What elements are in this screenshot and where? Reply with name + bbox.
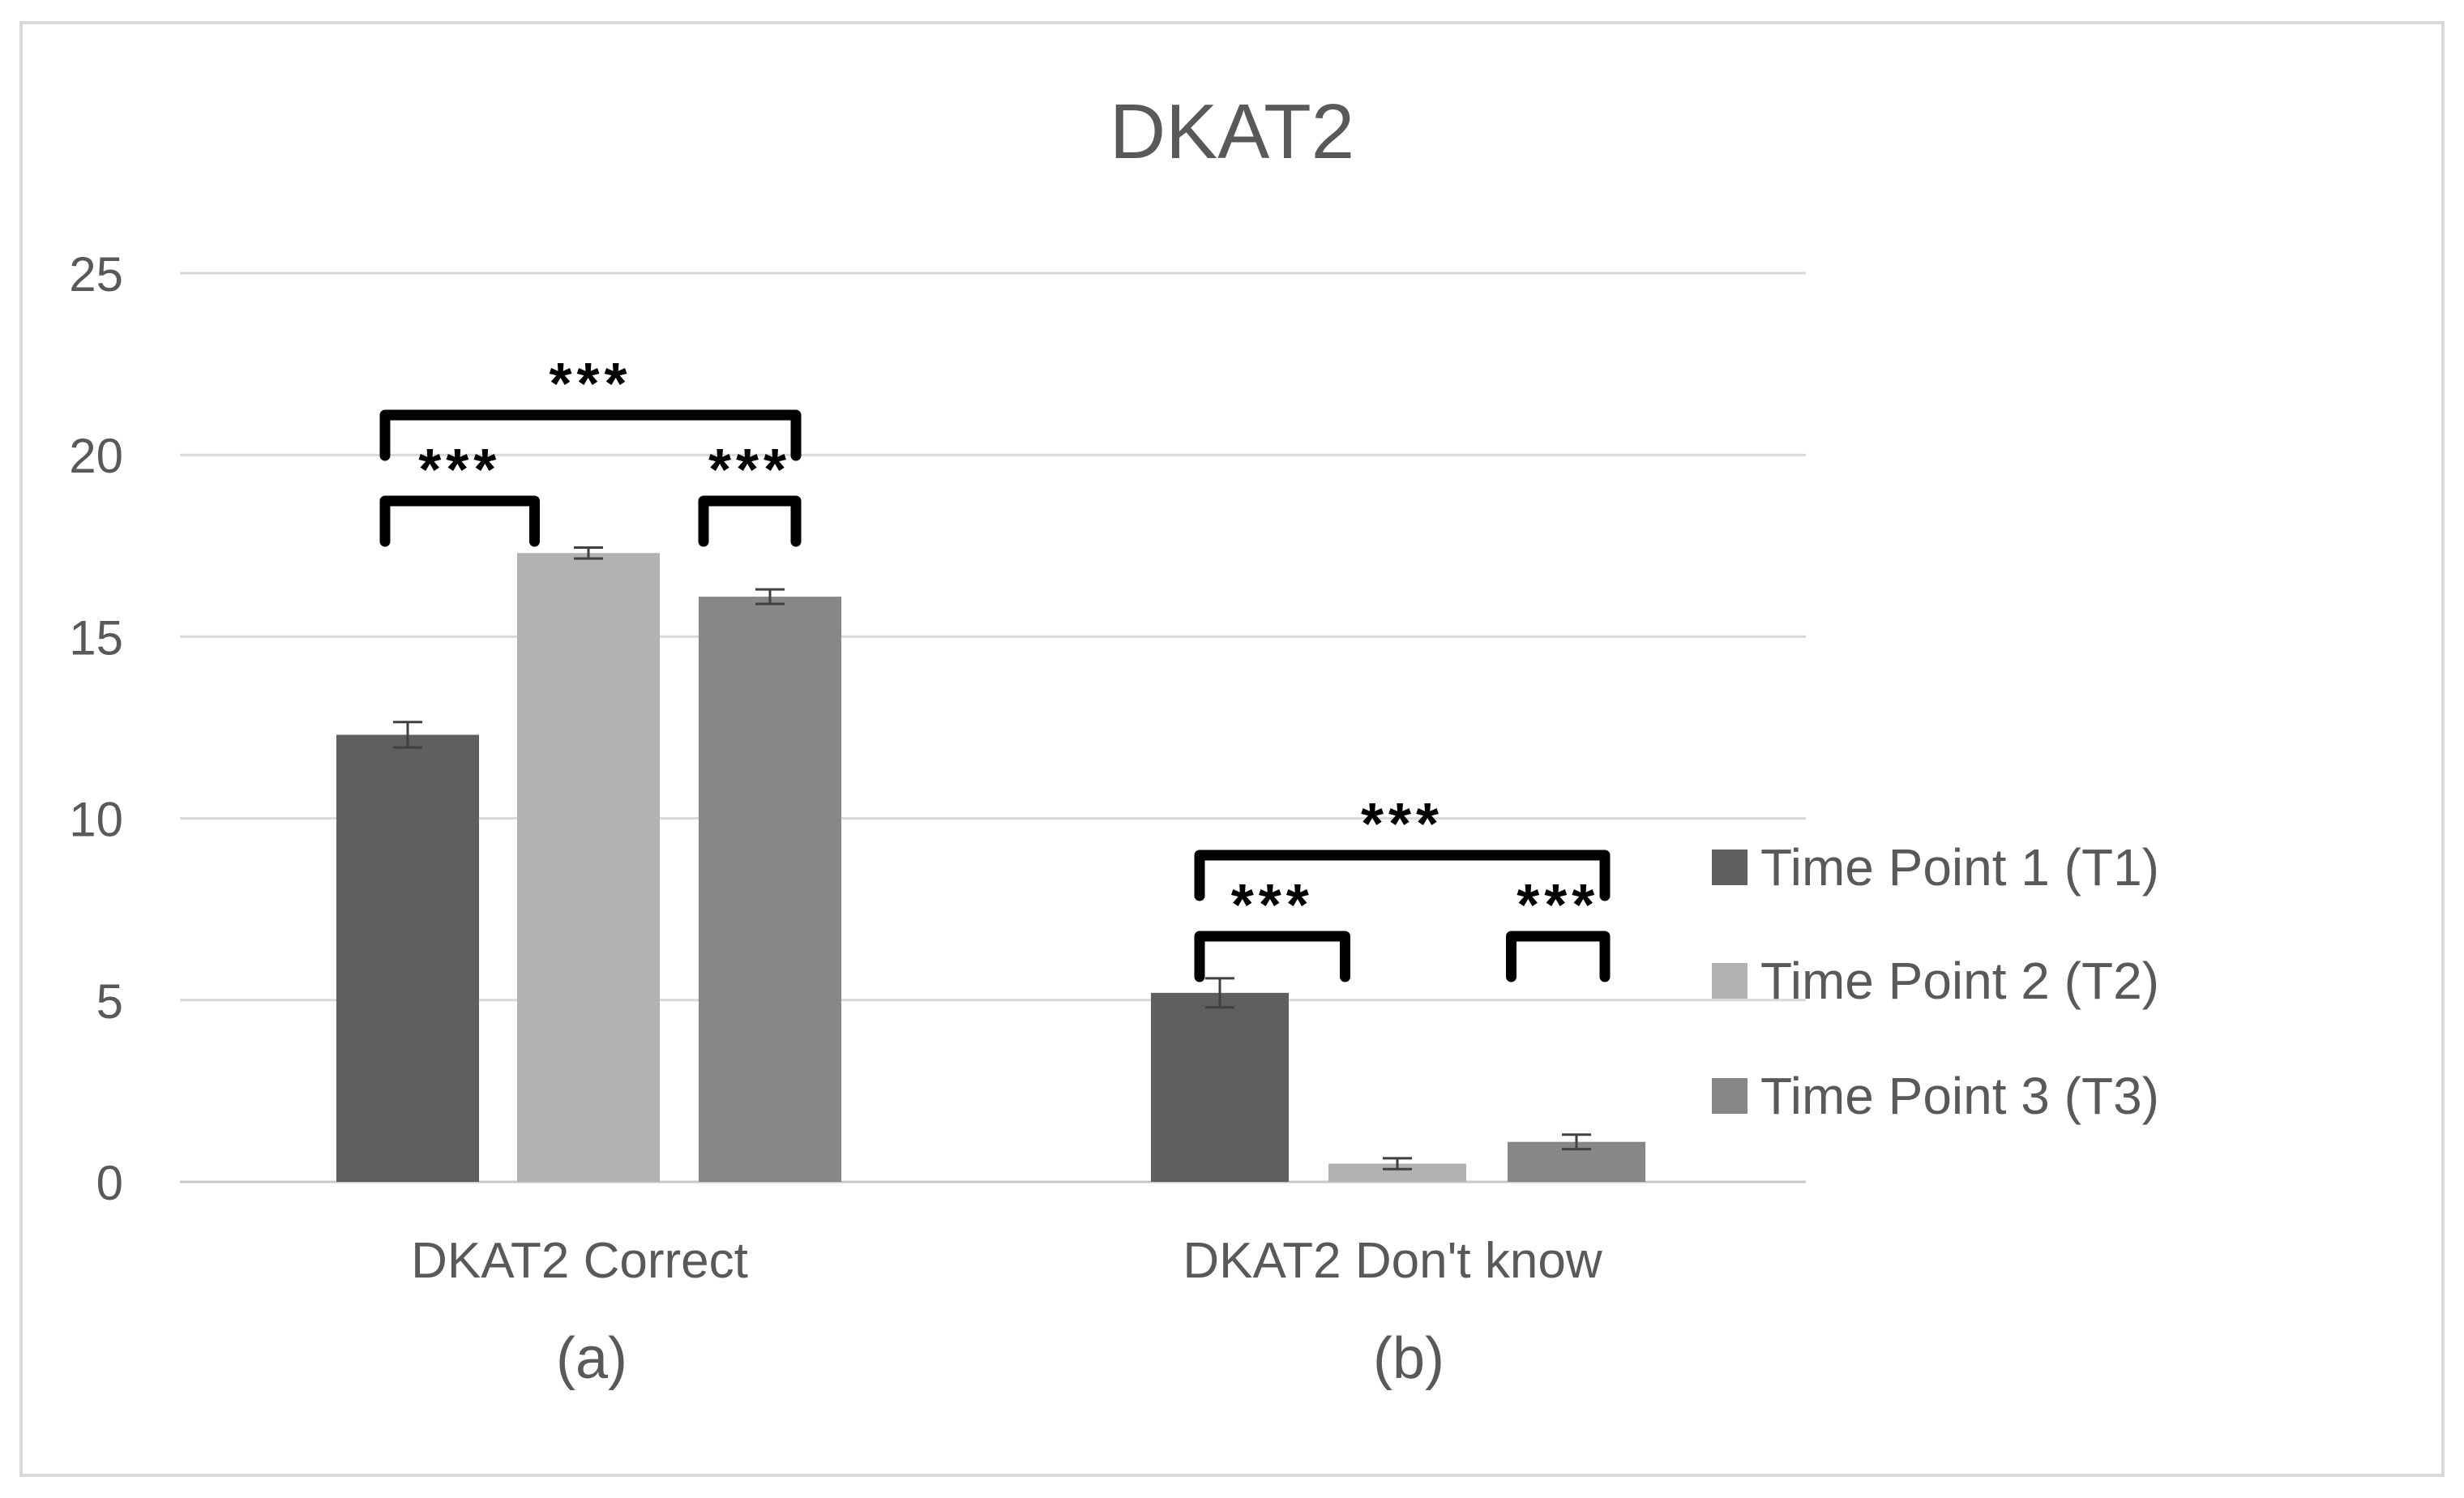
x-axis-labels: DKAT2 Correct (a) DKAT2 Don't know (b)	[411, 1233, 1602, 1391]
bar	[1328, 1163, 1466, 1182]
legend-label: Time Point 2 (T2)	[1760, 952, 2159, 1010]
significance-brackets: *** *** *** *** *** ***	[379, 352, 1611, 982]
significance-bracket	[698, 495, 802, 547]
significance-bracket	[1194, 850, 1611, 901]
y-tick-label: 0	[96, 1156, 123, 1210]
bar	[1151, 992, 1289, 1182]
chart-title: DKAT2	[1110, 88, 1354, 175]
significance-label: ***	[418, 438, 501, 503]
legend-swatch	[1712, 963, 1747, 999]
y-tick-label: 25	[69, 247, 123, 302]
legend-swatch	[1712, 850, 1747, 885]
significance-bracket	[379, 495, 540, 547]
legend-label: Time Point 3 (T3)	[1760, 1067, 2159, 1125]
legend: Time Point 1 (T1) Time Point 2 (T2) Time P…	[1712, 838, 2159, 1125]
y-tick-label: 10	[69, 793, 123, 847]
y-tick-label: 15	[69, 610, 123, 665]
bar	[699, 597, 841, 1182]
significance-label: ***	[549, 352, 631, 417]
bars	[336, 553, 1645, 1182]
bar	[336, 734, 479, 1182]
y-tick-label: 20	[69, 429, 123, 483]
legend-swatch	[1712, 1078, 1747, 1114]
x-category-label: DKAT2 Don't know	[1183, 1233, 1602, 1289]
panel-label: (b)	[1373, 1326, 1444, 1391]
bar	[517, 553, 660, 1182]
y-axis: 0 5 10 15 20 25	[69, 247, 123, 1210]
significance-label: ***	[708, 438, 791, 503]
error-bars	[393, 546, 1591, 1171]
panel-label: (a)	[556, 1326, 627, 1391]
significance-bracket	[379, 409, 802, 461]
legend-label: Time Point 1 (T1)	[1760, 838, 2159, 897]
significance-bracket	[1194, 931, 1350, 982]
significance-label: ***	[1361, 792, 1444, 857]
significance-bracket	[1506, 931, 1611, 982]
significance-label: ***	[1516, 873, 1599, 938]
y-tick-label: 5	[96, 974, 123, 1029]
x-category-label: DKAT2 Correct	[411, 1233, 748, 1289]
significance-label: ***	[1231, 873, 1314, 938]
